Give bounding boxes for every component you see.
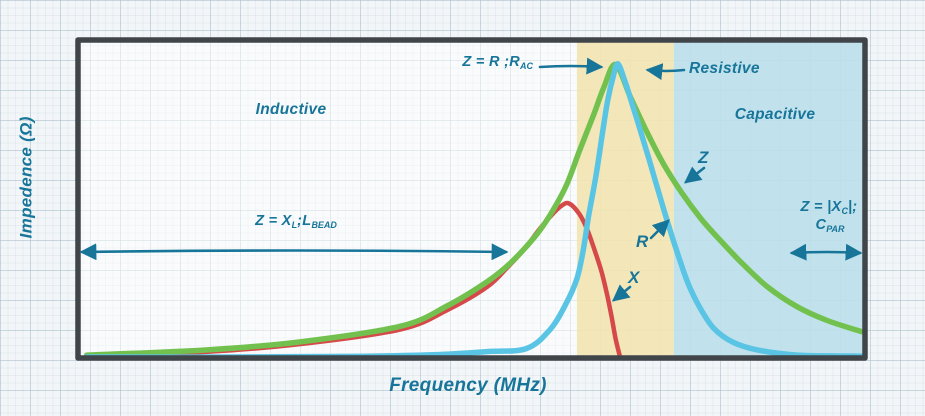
capacitive-formula-line1: Z = |XC|; bbox=[800, 199, 858, 216]
resistive-arrow-left bbox=[645, 63, 686, 80]
r-pointer-arrow bbox=[649, 219, 670, 240]
capacitive-span-arrow bbox=[789, 243, 863, 261]
resistive-region-label: Resistive bbox=[689, 60, 760, 77]
capacitive-formula-line2: CPAR bbox=[815, 217, 845, 234]
curve-label-z: Z bbox=[698, 148, 709, 167]
curve-r bbox=[83, 61, 865, 358]
z-pointer-arrow bbox=[683, 166, 706, 184]
curve-z bbox=[83, 61, 865, 358]
capacitive-region-label: Capacitive bbox=[734, 106, 816, 123]
inductive-region-label: Inductive bbox=[255, 101, 327, 118]
curve-label-r: R bbox=[636, 232, 649, 251]
inductive-span-arrow bbox=[79, 243, 509, 261]
peak-arrow-right bbox=[538, 57, 604, 75]
peak-formula: Z = R ;RAC bbox=[462, 54, 533, 71]
band-capacitive bbox=[673, 40, 865, 358]
inductive-formula: Z = XL;LBEAD bbox=[255, 213, 337, 230]
curve-label-x: X bbox=[628, 268, 640, 287]
plot-border bbox=[75, 37, 868, 361]
y-axis-label: Impedence (Ω) bbox=[16, 116, 36, 239]
x-pointer-arrow bbox=[612, 284, 632, 302]
x-axis-label: Frequency (MHz) bbox=[389, 375, 547, 396]
